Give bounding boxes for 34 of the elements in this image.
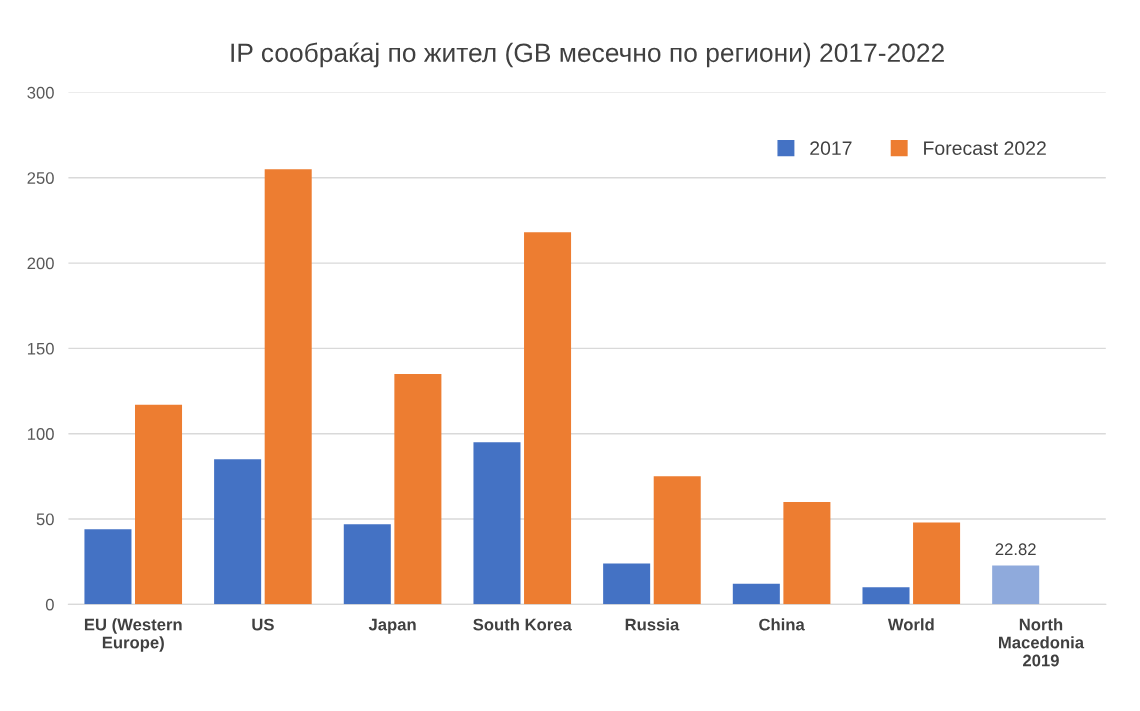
x-tick-label: South Korea [473,618,572,631]
y-tick-label: 50 [36,513,54,526]
x-tick-label: Japan [368,618,416,634]
bar [992,565,1040,605]
bar [394,373,442,605]
bar [862,587,910,605]
legend-label: 2017 [810,141,852,156]
bar [524,232,572,605]
bar [214,459,262,605]
x-tick-label: US [252,618,274,631]
y-tick-label: 300 [27,86,54,99]
bar [135,404,183,605]
y-tick-label: 200 [27,257,54,270]
data-label: 22.82 [995,543,1036,556]
x-tick-label: World [887,618,934,631]
bar [913,522,961,605]
bar [264,169,312,605]
y-tick-label: 100 [27,428,54,440]
bar [783,501,831,605]
bar [732,583,780,605]
bar [473,442,521,605]
x-tick-label: North Macedonia 2019 [999,618,1085,667]
bar [84,529,132,605]
bar [603,563,651,605]
bar [653,476,701,605]
x-tick-label: China [759,618,805,631]
legend-label: Forecast 2022 [924,141,1046,156]
chart-title: IP сообраќај по жител (GB месечно по региони) 2017-2022 [231,42,944,68]
y-tick-label: 250 [27,172,54,184]
bar [343,524,391,605]
y-tick-label: 0 [45,598,54,611]
x-tick-label: Russia [625,618,680,631]
x-tick-label: EU (Western Europe) [84,618,182,652]
y-tick-label: 150 [27,342,54,355]
